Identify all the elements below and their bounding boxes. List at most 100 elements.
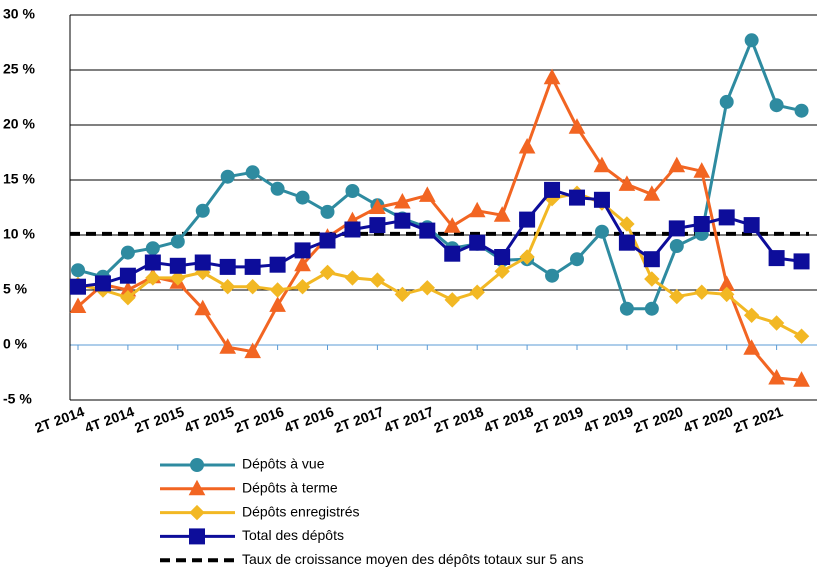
x-tick-label: 2T 2017 xyxy=(332,403,386,436)
legend-marker xyxy=(189,528,205,545)
marker xyxy=(743,339,760,355)
marker xyxy=(294,242,311,259)
marker xyxy=(644,301,659,316)
legend-label: Total des dépôts xyxy=(242,527,344,543)
legend-label: Dépôts enregistrés xyxy=(242,503,360,519)
legend-marker xyxy=(190,458,204,472)
marker xyxy=(619,301,634,316)
marker xyxy=(219,338,237,354)
marker xyxy=(594,224,609,239)
x-tick-label: 2T 2016 xyxy=(232,403,286,436)
marker xyxy=(70,278,86,295)
marker xyxy=(170,234,185,249)
marker xyxy=(69,297,87,313)
marker xyxy=(245,165,260,180)
x-tick-label: 4T 2018 xyxy=(482,403,536,436)
marker xyxy=(694,284,710,300)
x-tick-label: 4T 2017 xyxy=(382,403,436,436)
marker xyxy=(71,263,85,278)
marker xyxy=(369,272,386,288)
marker xyxy=(444,292,460,308)
marker xyxy=(244,342,261,359)
series-line xyxy=(77,36,802,311)
marker xyxy=(119,267,136,284)
y-tick-label: -5 % xyxy=(3,391,32,407)
marker xyxy=(269,256,286,273)
y-tick-label: 20 % xyxy=(3,116,35,132)
x-tick-label: 4T 2020 xyxy=(681,403,735,436)
marker xyxy=(743,217,760,234)
marker xyxy=(319,232,336,249)
marker xyxy=(468,201,486,218)
marker xyxy=(169,257,186,274)
marker xyxy=(669,239,684,253)
marker xyxy=(369,217,386,234)
marker xyxy=(444,245,461,262)
marker xyxy=(320,204,335,219)
marker xyxy=(543,68,561,85)
y-tick-label: 10 % xyxy=(3,226,35,242)
marker xyxy=(269,296,286,312)
legend-label: Dépôts à vue xyxy=(242,456,325,472)
legend-marker xyxy=(189,504,205,521)
marker xyxy=(94,275,111,292)
marker xyxy=(718,286,735,303)
x-tick-label: 2T 2015 xyxy=(132,403,186,436)
marker xyxy=(394,286,411,303)
marker xyxy=(693,162,711,178)
marker xyxy=(668,156,686,173)
marker xyxy=(568,118,586,134)
marker xyxy=(643,251,660,268)
marker xyxy=(494,263,510,280)
marker xyxy=(345,184,360,198)
legend-label: Taux de croissance moyen des dépôts tota… xyxy=(242,551,584,567)
y-tick-label: 25 % xyxy=(3,61,35,77)
marker xyxy=(194,299,212,316)
marker xyxy=(668,220,685,237)
marker xyxy=(319,264,336,281)
marker xyxy=(244,258,261,275)
y-tick-label: 0 % xyxy=(3,336,28,352)
marker xyxy=(569,189,585,206)
marker xyxy=(220,169,235,184)
marker xyxy=(769,98,784,113)
marker xyxy=(270,181,285,196)
marker xyxy=(469,234,486,251)
marker xyxy=(369,198,386,214)
marker xyxy=(294,278,311,295)
marker xyxy=(643,185,661,201)
x-tick-label: 4T 2014 xyxy=(82,403,136,436)
marker xyxy=(120,245,135,260)
marker xyxy=(768,315,785,331)
marker xyxy=(768,368,785,385)
marker xyxy=(219,278,236,295)
marker xyxy=(443,217,461,233)
marker xyxy=(195,203,210,218)
x-tick-label: 2T 2014 xyxy=(33,403,87,436)
x-tick-label: 2T 2018 xyxy=(432,403,486,436)
legend-label: Dépôts à terme xyxy=(242,480,338,496)
marker xyxy=(194,254,211,271)
marker xyxy=(419,222,436,239)
marker xyxy=(644,271,660,287)
marker xyxy=(144,254,161,271)
marker xyxy=(295,190,310,205)
marker xyxy=(518,137,536,154)
x-tick-label: 4T 2019 xyxy=(581,403,635,436)
marker xyxy=(619,216,635,232)
marker xyxy=(743,307,760,324)
marker xyxy=(145,241,160,256)
marker xyxy=(768,250,785,267)
marker xyxy=(744,33,759,48)
marker xyxy=(593,191,610,208)
marker xyxy=(493,206,511,222)
y-tick-label: 15 % xyxy=(3,171,35,187)
marker xyxy=(519,211,536,228)
marker xyxy=(394,212,411,229)
marker xyxy=(593,156,611,173)
marker xyxy=(793,253,810,270)
marker xyxy=(170,270,186,286)
x-tick-label: 4T 2016 xyxy=(282,403,336,436)
marker xyxy=(294,255,311,272)
marker xyxy=(794,103,809,118)
